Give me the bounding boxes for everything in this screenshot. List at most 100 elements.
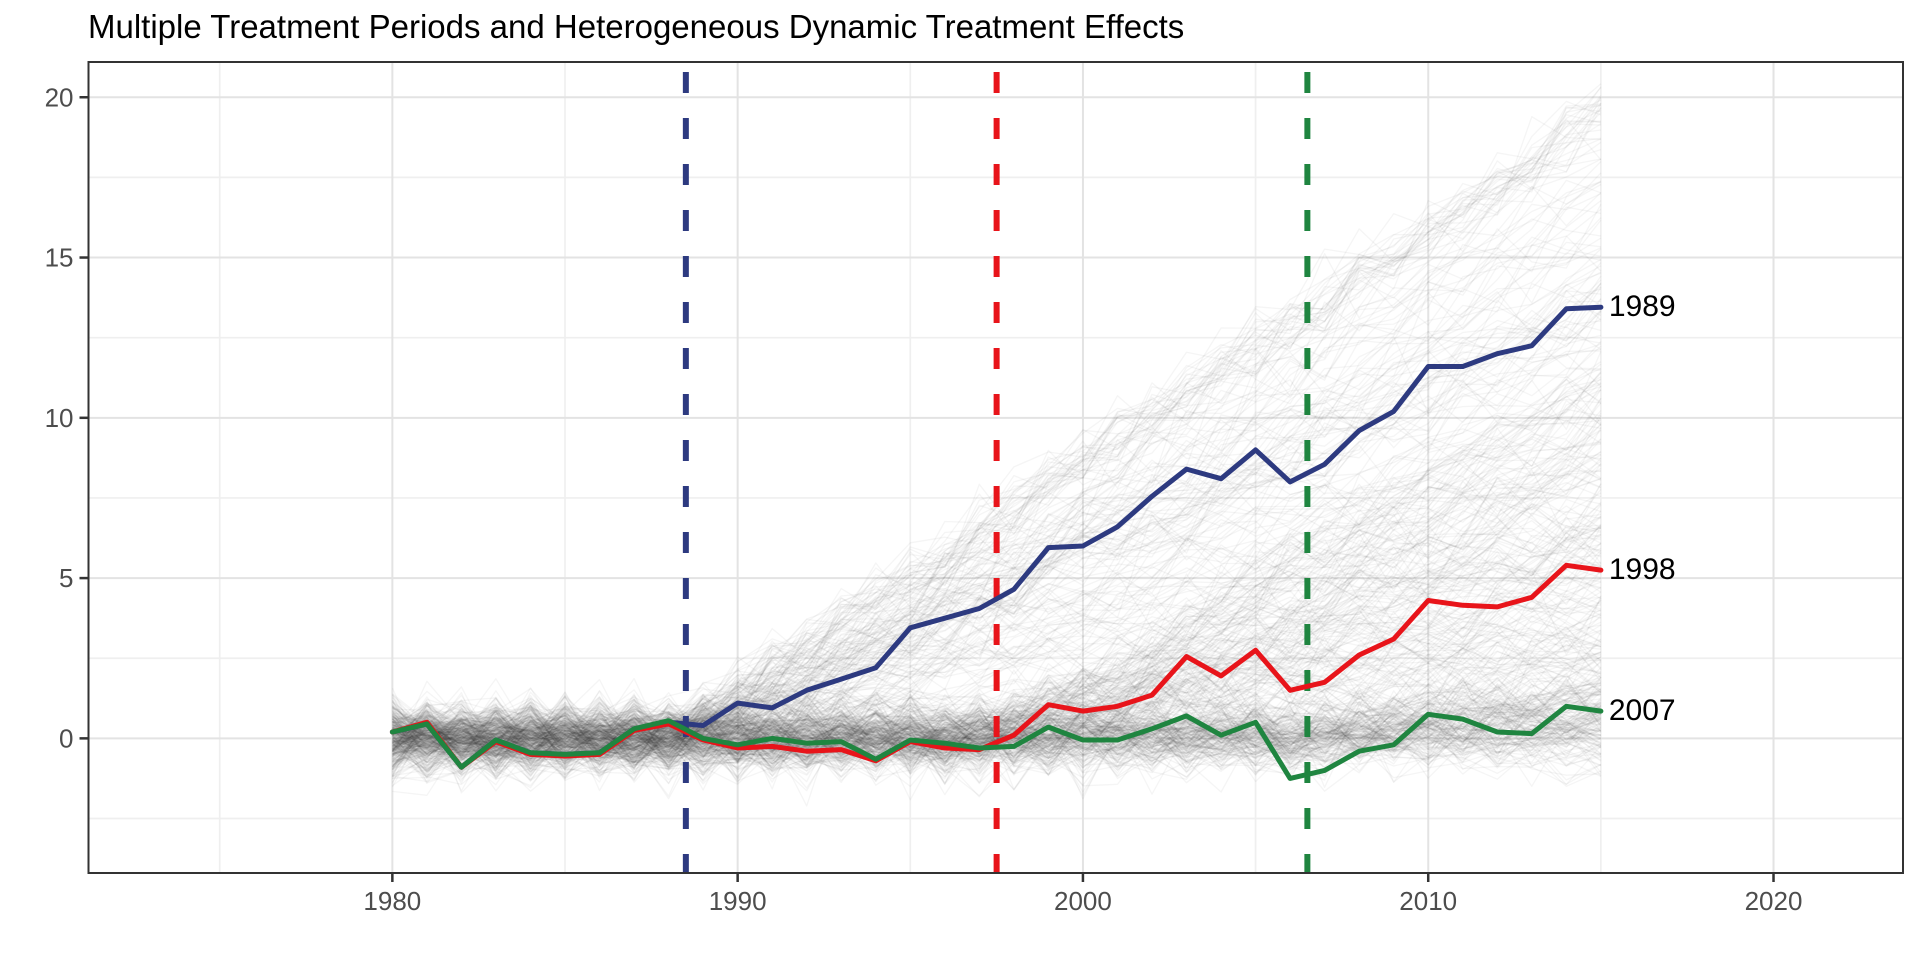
- unit-trajectory: [391, 248, 1602, 769]
- unit-trajectory: [392, 538, 1602, 777]
- unit-trajectory: [392, 283, 1602, 765]
- unit-trajectory: [392, 419, 1602, 764]
- unit-trajectory: [391, 693, 1601, 788]
- unit-trajectory: [391, 477, 1602, 785]
- unit-trajectory: [391, 206, 1602, 785]
- unit-trajectory: [392, 658, 1602, 778]
- unit-trajectory: [392, 707, 1602, 783]
- unit-trajectory: [392, 700, 1602, 783]
- unit-trajectory: [391, 395, 1602, 759]
- unit-trajectory: [392, 559, 1602, 761]
- unit-trajectory: [392, 473, 1602, 762]
- unit-trajectory: [391, 525, 1602, 778]
- unit-trajectory: [392, 705, 1602, 778]
- unit-trajectory: [392, 534, 1602, 757]
- unit-trajectory: [392, 236, 1602, 768]
- unit-trajectory: [392, 123, 1601, 769]
- unit-trajectory: [392, 591, 1602, 768]
- unit-trajectory: [392, 698, 1602, 777]
- x-tick-label: 2010: [1399, 886, 1457, 916]
- unit-trajectory: [392, 375, 1602, 777]
- x-tick-label: 1990: [709, 886, 767, 916]
- unit-trajectory: [391, 181, 1602, 772]
- unit-trajectory: [391, 200, 1602, 753]
- unit-trajectory: [391, 690, 1601, 768]
- unit-trajectory: [391, 378, 1602, 768]
- unit-trajectory: [392, 289, 1602, 767]
- unit-trajectory: [391, 279, 1602, 777]
- unit-trajectory: [392, 676, 1602, 778]
- unit-trajectory: [391, 639, 1602, 768]
- unit-trajectory: [392, 114, 1602, 776]
- unit-trajectory: [392, 208, 1602, 764]
- y-tick-label: 0: [59, 723, 73, 753]
- unit-trajectory: [392, 310, 1602, 772]
- unit-trajectory: [392, 620, 1602, 767]
- unit-trajectory: [392, 529, 1601, 758]
- unit-trajectory: [392, 536, 1601, 782]
- unit-trajectory: [391, 419, 1601, 773]
- unit-trajectory: [392, 684, 1602, 772]
- unit-trajectory: [392, 527, 1601, 765]
- unit-trajectory: [392, 577, 1602, 796]
- unit-trajectory: [392, 638, 1601, 767]
- unit-trajectory: [392, 368, 1602, 745]
- unit-trajectory: [392, 469, 1602, 775]
- unit-trajectory: [392, 549, 1602, 801]
- unit-trajectory: [392, 650, 1601, 770]
- unit-trajectory: [392, 334, 1602, 776]
- unit-trajectory: [392, 148, 1602, 762]
- unit-trajectory: [392, 137, 1601, 792]
- unit-trajectory: [392, 193, 1602, 757]
- unit-trajectory: [392, 310, 1602, 749]
- panel-border: [87, 61, 1904, 874]
- unit-trajectory: [392, 687, 1602, 775]
- unit-trajectory: [391, 608, 1602, 775]
- unit-trajectory: [391, 179, 1602, 773]
- unit-trajectory: [392, 271, 1602, 764]
- unit-trajectory: [392, 458, 1602, 755]
- unit-trajectory: [391, 691, 1602, 770]
- unit-trajectory: [392, 640, 1602, 766]
- unit-trajectory: [391, 689, 1602, 787]
- unit-trajectory: [392, 107, 1602, 742]
- unit-trajectory: [391, 614, 1602, 765]
- unit-trajectory: [392, 700, 1602, 807]
- unit-trajectory: [391, 689, 1601, 778]
- unit-trajectory: [391, 524, 1601, 752]
- unit-trajectory: [391, 656, 1602, 777]
- unit-trajectory: [392, 700, 1601, 783]
- unit-trajectory: [392, 682, 1602, 774]
- unit-trajectory: [392, 247, 1602, 775]
- unit-trajectory: [391, 343, 1602, 765]
- unit-trajectory: [392, 290, 1601, 771]
- unit-trajectory: [392, 399, 1602, 774]
- unit-trajectory: [392, 320, 1601, 747]
- unit-trajectory: [391, 408, 1602, 763]
- unit-trajectory: [391, 688, 1602, 781]
- unit-trajectory: [392, 701, 1602, 770]
- unit-trajectory: [392, 112, 1602, 749]
- unit-trajectory: [392, 634, 1602, 775]
- unit-trajectory: [391, 100, 1602, 774]
- x-tick-label: 1980: [363, 886, 421, 916]
- chart-title: Multiple Treatment Periods and Heterogen…: [88, 8, 1185, 45]
- unit-trajectory: [392, 353, 1602, 780]
- unit-trajectory: [391, 87, 1602, 747]
- x-tick-label: 2000: [1054, 886, 1112, 916]
- unit-trajectory: [392, 262, 1602, 775]
- unit-trajectory: [392, 351, 1602, 758]
- unit-trajectory: [391, 389, 1602, 763]
- unit-trajectory: [392, 123, 1602, 762]
- unit-trajectory: [392, 570, 1602, 772]
- unit-trajectory: [392, 378, 1602, 765]
- unit-trajectory: [392, 121, 1601, 763]
- unit-trajectory: [391, 136, 1601, 769]
- unit-trajectory: [392, 335, 1602, 759]
- unit-trajectory: [392, 612, 1602, 775]
- unit-trajectory: [391, 340, 1602, 783]
- unit-trajectory: [392, 95, 1602, 763]
- unit-trajectory: [392, 683, 1602, 780]
- cohort-1998-label: 1998: [1609, 553, 1676, 586]
